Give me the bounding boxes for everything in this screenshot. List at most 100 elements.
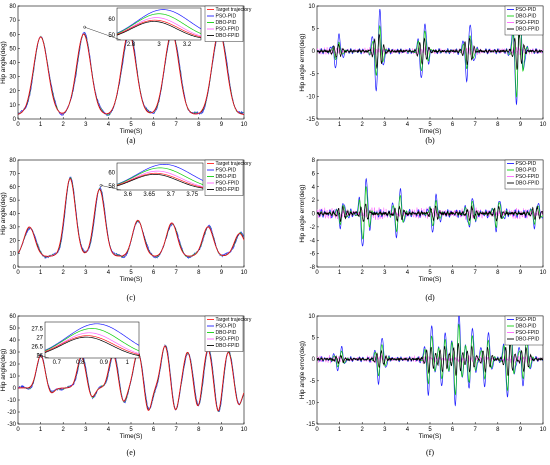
legend-entry: PSO-PID bbox=[516, 7, 537, 13]
inset-y-tick-label: 58 bbox=[108, 184, 115, 190]
x-tick-label: 4 bbox=[107, 427, 111, 433]
x-tick-label: 7 bbox=[474, 270, 478, 276]
chart-panel-a: 0 1 2 3 4 5 6 7 8 9 10 0 10 20 30 40 50 60 70 80 Time(S) Hip … bbox=[0, 4, 252, 145]
y-tick-label: -10 bbox=[306, 400, 315, 406]
x-tick-label: 4 bbox=[406, 270, 410, 276]
x-tick-label: 0 bbox=[16, 122, 20, 128]
x-tick-label: 4 bbox=[107, 270, 111, 276]
x-tick-label: 1 bbox=[39, 122, 43, 128]
y-tick-label: 5 bbox=[312, 27, 316, 33]
x-tick-label: 0 bbox=[315, 122, 319, 128]
inset-frame bbox=[116, 162, 204, 191]
inset-y-tick-label: 60 bbox=[108, 170, 115, 176]
x-tick-label: 7 bbox=[474, 122, 478, 128]
x-tick-label: 10 bbox=[540, 270, 547, 276]
zoom-inset: 3.6 3.65 3.7 3.75 58 60 bbox=[99, 162, 204, 198]
x-tick-label: 3 bbox=[383, 427, 387, 433]
y-tick-label: 60 bbox=[9, 32, 16, 38]
series-group bbox=[18, 344, 244, 412]
y-tick-label: 0 bbox=[13, 117, 17, 123]
legend: Target trajectoryPSO-PIDDBO-PIDPSO-FPIDD… bbox=[204, 5, 252, 42]
inset-y-tick-label: 26 bbox=[36, 353, 43, 359]
x-tick-label: 0 bbox=[315, 427, 319, 433]
y-tick-label: 80 bbox=[9, 4, 16, 10]
inset-line-dbo-pid bbox=[45, 328, 139, 352]
y-tick-label: 8 bbox=[312, 158, 316, 164]
y-axis-label: Hip angle error(deg) bbox=[299, 184, 306, 242]
x-axis-label: Time(S) bbox=[120, 433, 143, 440]
y-tick-label: 0 bbox=[13, 386, 17, 392]
x-tick-label: 0 bbox=[315, 270, 319, 276]
inset-x-tick-label: 0.8 bbox=[76, 360, 85, 366]
series-group bbox=[317, 177, 543, 247]
inset-line-pso-pid bbox=[45, 323, 139, 351]
x-tick-label: 2 bbox=[361, 122, 365, 128]
x-tick-label: 5 bbox=[428, 427, 432, 433]
y-tick-label: 30 bbox=[9, 225, 16, 231]
y-tick-label: -5 bbox=[310, 379, 316, 385]
y-tick-label: -5 bbox=[310, 72, 316, 78]
legend-entry: DBO-FPID bbox=[516, 181, 540, 187]
y-axis-label: Hip angle error(deg) bbox=[299, 341, 306, 399]
zoom-marker bbox=[36, 353, 40, 357]
x-axis-label: Time(S) bbox=[419, 433, 442, 440]
panel-caption: (a) bbox=[127, 136, 136, 145]
zoom-inset: 0.7 0.8 0.9 1 26 26.5 27 27.5 bbox=[31, 321, 140, 366]
legend-entry: PSO-PID bbox=[516, 317, 537, 323]
chart-panel-c: 0 1 2 3 4 5 6 7 8 9 10 0 10 20 30 40 50 60 70 80 Time(S) Hip … bbox=[0, 158, 252, 302]
inset-line-pso-pid bbox=[117, 163, 203, 185]
inset-y-tick-label: 50 bbox=[108, 33, 115, 39]
legend-entry: DBO-PID bbox=[516, 324, 537, 330]
x-tick-label: 1 bbox=[338, 427, 342, 433]
legend-entry: DBO-PID bbox=[216, 20, 237, 26]
chart-panel-d: 0 1 2 3 4 5 6 7 8 9 10 -8 -6 -4 -2 0 2 4 6 8 Time(S) Hip angl… bbox=[299, 158, 547, 302]
y-tick-label: 50 bbox=[9, 326, 16, 332]
x-axis-label: Time(S) bbox=[419, 276, 442, 283]
y-tick-label: 60 bbox=[9, 314, 16, 320]
inset-y-tick-label: 26.5 bbox=[31, 344, 43, 350]
x-tick-label: 6 bbox=[152, 122, 156, 128]
x-tick-label: 7 bbox=[175, 122, 179, 128]
x-tick-label: 0 bbox=[16, 270, 20, 276]
legend-entry: PSO-FPID bbox=[516, 330, 540, 336]
x-tick-label: 8 bbox=[496, 122, 500, 128]
inset-line-pso-fpid bbox=[45, 332, 139, 354]
legend-entry: PSO-FPID bbox=[216, 337, 240, 343]
x-tick-label: 7 bbox=[175, 270, 179, 276]
legend-entry: PSO-PID bbox=[216, 14, 237, 20]
x-tick-label: 3 bbox=[84, 122, 88, 128]
inset-line-dbo-fpid bbox=[117, 21, 201, 39]
x-tick-label: 5 bbox=[428, 122, 432, 128]
chart-panel-f: 0 1 2 3 4 5 6 7 8 9 10 -15 -10 -5 0 5 10 Time(S) Hip angle… bbox=[299, 314, 547, 457]
series-group bbox=[317, 6, 543, 106]
series-group bbox=[18, 176, 244, 259]
legend-box bbox=[504, 315, 544, 346]
x-axis-label: Time(S) bbox=[120, 128, 143, 135]
x-tick-label: 6 bbox=[152, 270, 156, 276]
y-tick-label: -20 bbox=[7, 410, 16, 416]
legend-entry: DBO-PID bbox=[516, 14, 537, 20]
legend-entry: DBO-PID bbox=[516, 168, 537, 174]
y-tick-label: 20 bbox=[9, 362, 16, 368]
series-line-dbo-fpid bbox=[317, 33, 543, 70]
x-tick-label: 3 bbox=[383, 270, 387, 276]
chart-panel-b: 0 1 2 3 4 5 6 7 8 9 10 -15 -10 -5 0 5 10 Time(S) Hip angle… bbox=[299, 4, 547, 145]
x-tick-label: 9 bbox=[220, 122, 224, 128]
inset-x-tick-label: 1 bbox=[126, 360, 130, 366]
legend-entry: Target trajectory bbox=[216, 161, 252, 167]
y-tick-label: 0 bbox=[312, 212, 316, 218]
y-tick-label: 20 bbox=[9, 238, 16, 244]
x-axis-label: Time(S) bbox=[419, 128, 442, 135]
y-tick-label: 70 bbox=[9, 171, 16, 177]
x-tick-label: 5 bbox=[129, 270, 133, 276]
legend-entry: DBO-PID bbox=[216, 174, 237, 180]
panel-caption: (b) bbox=[425, 136, 435, 145]
x-tick-label: 8 bbox=[496, 427, 500, 433]
inset-x-tick-label: 3.6 bbox=[124, 192, 133, 198]
y-tick-label: 10 bbox=[308, 4, 315, 10]
inset-y-tick-label: 27 bbox=[36, 335, 43, 341]
chart-panel-e: 0 1 2 3 4 5 6 7 8 9 10 -30 -20 -10 0 10 20 30 40 50 60 Time(S… bbox=[0, 314, 252, 457]
y-tick-label: 10 bbox=[9, 374, 16, 380]
inset-line-dbo-pid bbox=[117, 167, 203, 185]
